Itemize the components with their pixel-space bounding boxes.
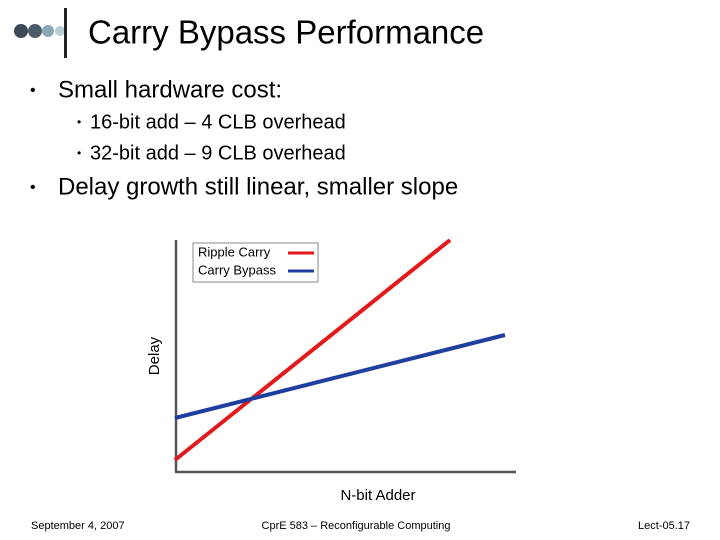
dot	[28, 24, 42, 38]
footer-page: Lect-05.17	[638, 520, 690, 532]
dot	[14, 24, 28, 38]
bullet: Delay growth still linear, smaller slope	[58, 173, 458, 200]
figure: Ripple Carry Carry Bypass Delay N-bit Ad…	[146, 238, 516, 504]
title: Carry Bypass Performance	[88, 14, 484, 51]
legend-label: Carry Bypass	[198, 262, 277, 277]
bullet-dot: •	[30, 82, 36, 99]
x-axis-label: N-bit Adder	[340, 487, 415, 504]
title-bar	[64, 8, 67, 58]
bullet-dot: •	[77, 115, 81, 129]
dot	[55, 26, 65, 36]
y-axis-label: Delay	[146, 336, 163, 375]
dot	[42, 25, 54, 37]
sub-bullet: 16-bit add – 4 CLB overhead	[90, 111, 346, 133]
footer-course: CprE 583 – Reconfigurable Computing	[262, 520, 451, 532]
legend-box	[192, 242, 319, 283]
carry-bypass-line	[174, 333, 506, 420]
bullet-dot: •	[77, 146, 81, 160]
legend-label: Ripple Carry	[198, 244, 271, 259]
bullet: Small hardware cost:	[58, 76, 282, 103]
title-decoration	[14, 8, 67, 58]
footer-date: September 4, 2007	[31, 520, 125, 532]
bullet-dot: •	[30, 179, 36, 196]
sub-bullet: 32-bit add – 9 CLB overhead	[90, 142, 346, 164]
ripple-carry-line	[173, 238, 452, 462]
